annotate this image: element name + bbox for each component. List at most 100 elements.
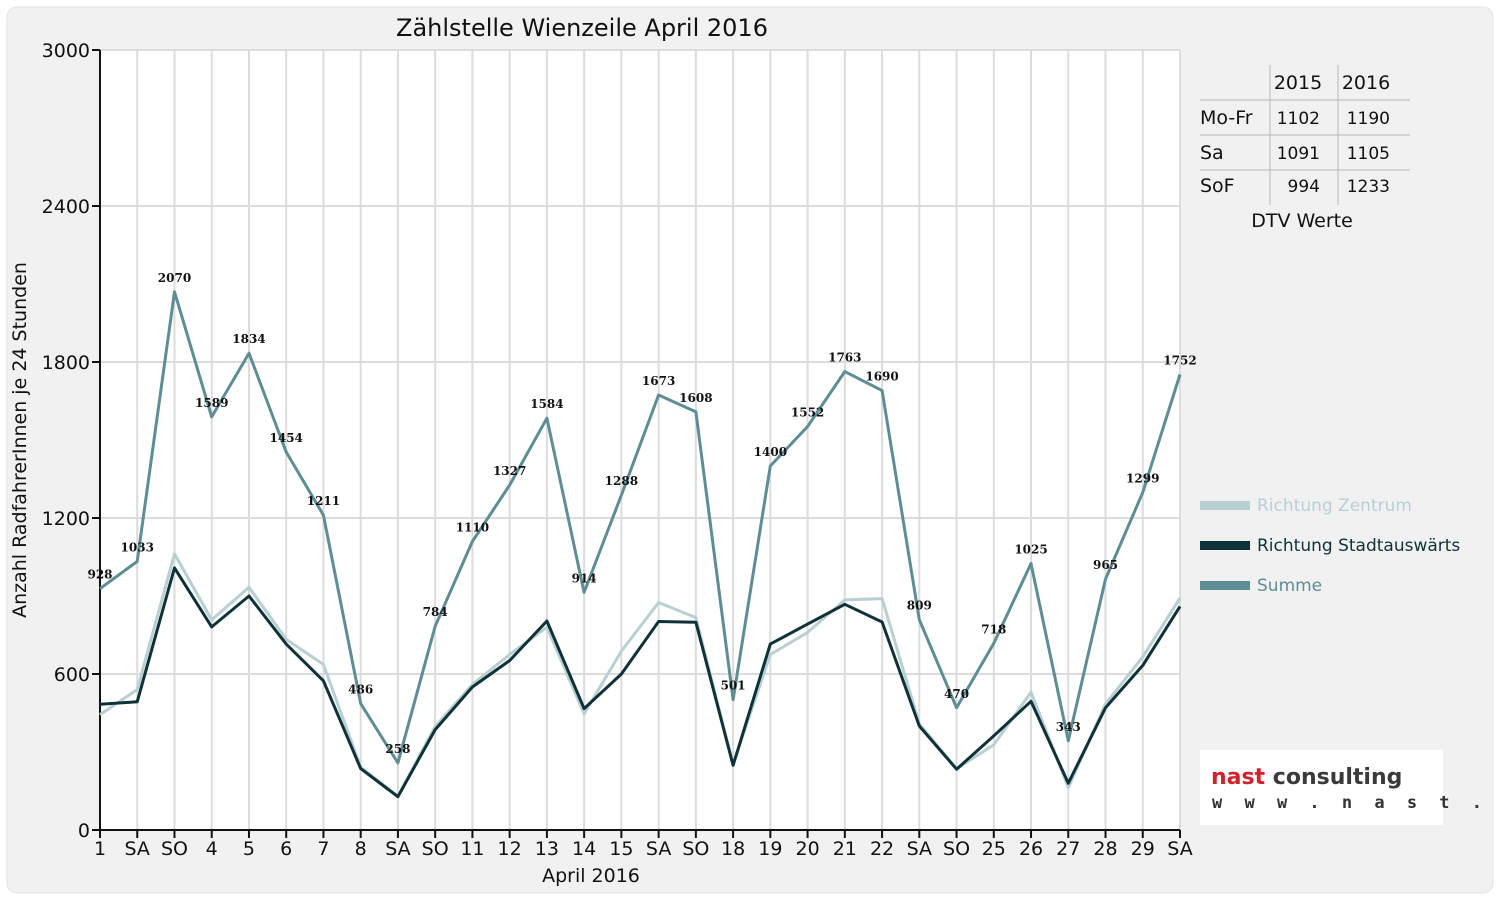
x-tick-label: SA	[1167, 838, 1192, 860]
data-label: 1608	[679, 391, 712, 405]
x-tick-label: SA	[907, 838, 932, 860]
dtv-cell: 1190	[1347, 109, 1390, 129]
dtv-caption: DTV Werte	[1251, 210, 1353, 232]
data-label: 784	[423, 605, 448, 619]
y-tick-labels: 0 600 1200 1800 2400 3000	[42, 40, 90, 842]
y-axis-label: Anzahl RadfahrerInnen je 24 Stunden	[9, 262, 31, 618]
data-label: 1400	[754, 445, 787, 459]
data-label: 914	[572, 571, 597, 585]
data-label: 1025	[1014, 543, 1047, 557]
data-label: 1454	[270, 431, 303, 445]
legend-label-stadtauswaerts: Richtung Stadtauswärts	[1257, 536, 1460, 556]
x-tick-label: 8	[355, 838, 367, 860]
y-tick-label: 2400	[42, 196, 90, 218]
x-tick-labels: 1 SA SO 4 5 6 7 8 SA SO 11 12 13 14 15 SA SO 18 19 20 21 22 SA…	[94, 838, 1193, 860]
data-label: 1033	[121, 540, 154, 554]
x-tick-label: SA	[646, 838, 671, 860]
data-label: 1299	[1126, 471, 1159, 485]
data-label: 486	[348, 683, 373, 697]
dtv-table: 2015 2016 Mo-Fr 1102 1190 Sa 1091 1105 S…	[1200, 65, 1410, 232]
legend-swatch-summe	[1200, 581, 1250, 590]
data-label: 470	[944, 687, 969, 701]
dtv-row-label: Mo-Fr	[1200, 107, 1253, 129]
x-tick-label: SA	[125, 838, 150, 860]
data-label: 1288	[605, 474, 638, 488]
nast-consulting-logo[interactable]: nast consulting w w w . n a s t . a t	[1200, 750, 1500, 825]
x-tick-label: 22	[870, 838, 894, 860]
data-label: 343	[1056, 720, 1081, 734]
logo-brand-consulting: consulting	[1265, 765, 1402, 790]
data-label: 1110	[456, 520, 489, 534]
dtv-cell: 1091	[1277, 144, 1320, 164]
x-tick-label: 13	[535, 838, 559, 860]
x-tick-label: 11	[460, 838, 484, 860]
data-label: 809	[907, 599, 932, 613]
data-labels: 928 1033 2070 1589 1834 1454 1211 486 258 784 1110…	[87, 271, 1196, 756]
dtv-cell: 1102	[1277, 109, 1320, 129]
series-line-2	[99, 290, 1182, 765]
data-label: 1673	[642, 374, 675, 388]
x-tick-label: 25	[982, 838, 1006, 860]
data-label: 965	[1093, 558, 1118, 572]
x-tick-label: 6	[280, 838, 292, 860]
data-label: 1690	[865, 370, 898, 384]
data-label: 2070	[158, 271, 191, 285]
x-tick-label: 5	[243, 838, 255, 860]
y-tick-label: 3000	[42, 40, 90, 62]
x-tick-label: 26	[1019, 838, 1043, 860]
x-tick-label: SO	[943, 838, 970, 860]
data-label: 1752	[1163, 353, 1196, 367]
data-label: 1327	[493, 464, 526, 478]
data-label: 1211	[307, 494, 340, 508]
y-tick-label: 0	[78, 820, 90, 842]
logo-brand-nast: nast	[1211, 765, 1266, 790]
grid-lines	[100, 49, 1181, 830]
x-tick-label: 19	[758, 838, 782, 860]
y-tick-label: 1200	[42, 508, 90, 530]
x-axis-label: April 2016	[542, 865, 640, 887]
x-tick-label: 27	[1056, 838, 1080, 860]
x-tick-label: 20	[795, 838, 819, 860]
x-tick-label: 14	[572, 838, 596, 860]
series-line-0	[99, 552, 1182, 798]
data-label: 1552	[791, 405, 824, 419]
x-tick-label: 28	[1093, 838, 1117, 860]
logo-url: w w w . n a s t . a t	[1212, 793, 1500, 813]
dtv-column-header: 2015	[1274, 72, 1322, 94]
x-tick-label: 7	[317, 838, 329, 860]
x-tick-label: SO	[161, 838, 188, 860]
dtv-column-header: 2016	[1342, 72, 1390, 94]
dtv-cell: 994	[1288, 177, 1320, 197]
legend-label-zentrum: Richtung Zentrum	[1257, 496, 1412, 516]
series-line-1	[99, 566, 1182, 799]
series-lines	[99, 290, 1182, 799]
data-label: 928	[87, 568, 112, 582]
dtv-row-label: SoF	[1200, 175, 1235, 197]
x-tick-label: SO	[682, 838, 709, 860]
data-label: 1589	[195, 396, 228, 410]
data-label: 1763	[828, 351, 861, 365]
x-tick-label: SO	[422, 838, 449, 860]
axes	[92, 49, 1181, 838]
x-tick-label: 1	[94, 838, 106, 860]
dtv-cell: 1233	[1347, 177, 1390, 197]
x-tick-label: 21	[833, 838, 857, 860]
x-tick-label: 12	[498, 838, 522, 860]
data-label: 1834	[232, 332, 265, 346]
x-tick-label: 15	[609, 838, 633, 860]
y-tick-label: 1800	[42, 352, 90, 374]
plot-area	[100, 50, 1180, 830]
logo-background	[1200, 750, 1443, 825]
dtv-cell: 1105	[1347, 144, 1390, 164]
data-label: 501	[721, 679, 746, 693]
chart-title: Zählstelle Wienzeile April 2016	[396, 14, 768, 42]
dtv-row-label: Sa	[1200, 142, 1224, 164]
data-label: 718	[981, 622, 1006, 636]
x-tick-label: SA	[385, 838, 410, 860]
legend-swatch-stadtauswaerts	[1200, 541, 1250, 550]
legend-label-summe: Summe	[1257, 576, 1322, 596]
data-label: 1584	[530, 397, 563, 411]
legend-swatch-zentrum	[1200, 501, 1250, 510]
